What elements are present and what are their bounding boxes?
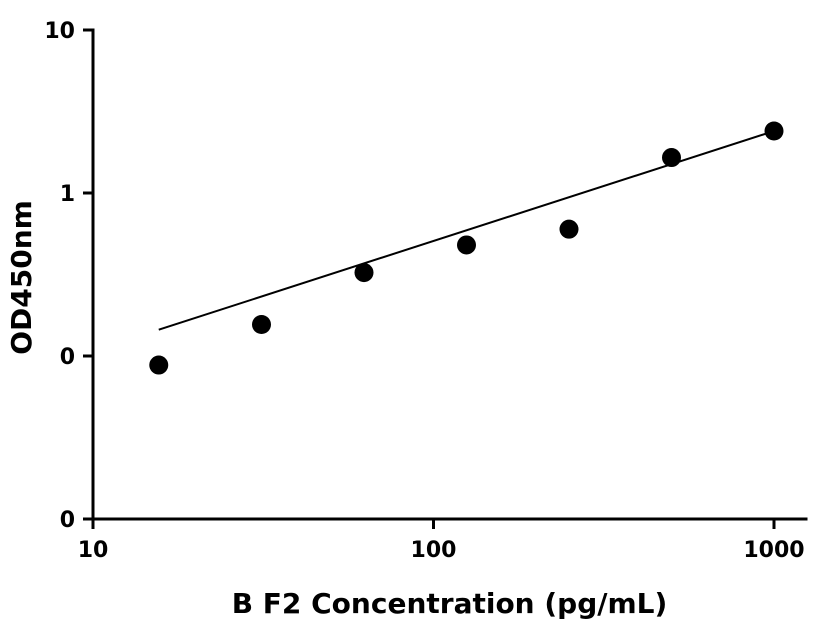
- y-tick-label-1: 0: [60, 345, 75, 370]
- y-axis-ticks: 0 0 1 10: [44, 19, 93, 533]
- data-point-3: [456, 235, 476, 255]
- fit-line: [158, 130, 775, 331]
- data-point-5: [661, 148, 681, 168]
- data-point-1: [251, 315, 271, 335]
- x-tick-label-1: 100: [411, 538, 457, 563]
- axis-lines: [91, 28, 808, 521]
- y-tick-label-2: 1: [60, 182, 75, 207]
- y-tick-label-3: 10: [44, 19, 75, 44]
- x-tick-label-2: 1000: [743, 538, 804, 563]
- data-point-2: [354, 263, 374, 283]
- x-tick-label-0: 10: [78, 538, 109, 563]
- y-tick-label-0: 0: [60, 508, 75, 533]
- data-point-4: [559, 219, 579, 239]
- x-axis-ticks: 10 100 1000: [78, 519, 805, 563]
- x-axis-title: B F2 Concentration (pg/mL): [232, 587, 668, 620]
- data-points: [149, 121, 784, 375]
- data-point-6: [764, 121, 784, 141]
- y-axis-title: OD450nm: [5, 200, 38, 355]
- data-point-0: [149, 355, 169, 375]
